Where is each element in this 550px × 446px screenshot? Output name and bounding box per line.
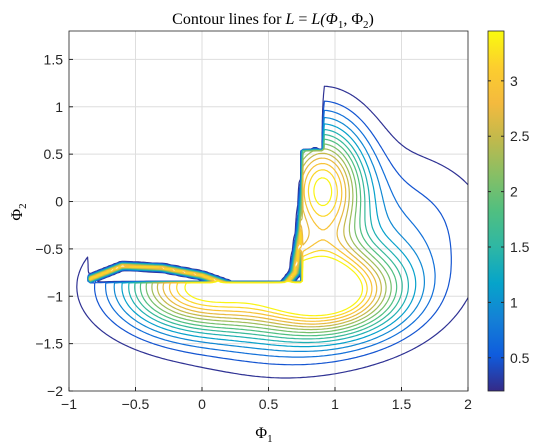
x-tick-label: 1.5 [392,396,412,412]
contour-level-14 [184,177,364,317]
y-tick-label: −1 [47,288,63,304]
colorbar-gradient [487,30,505,392]
y-axis-label: Φ2 [9,203,29,220]
x-tick-label: 0.5 [259,396,279,412]
x-axis-ticks: −1 −0.5 0 0.5 1 1.5 2 [61,387,472,412]
contour-level-11 [89,157,378,325]
title-prefix: Contour lines for [172,11,285,28]
title-lhs: L [284,11,294,28]
colorbar: 0.5 1 1.5 2 2.5 3 [487,30,530,392]
title-sub2: 2 [363,19,369,31]
y-tick-label: 1 [55,99,63,115]
colorbar-ticks: 0.5 1 1.5 2 2.5 3 [488,73,530,366]
x-axis-label: Φ1 [255,425,272,445]
y-tick-label: −1.5 [35,336,63,352]
y-tick-label: 1.5 [44,51,64,67]
contour-level-5 [87,128,409,344]
y-tick-label: 0.5 [44,146,64,162]
x-tick-label: −0.5 [122,396,150,412]
title-eq: = [294,11,311,28]
y-label-sub: 2 [17,203,29,209]
title-rhs: L(Φ [310,11,337,28]
colorbar-tick-label: 0.5 [510,350,530,366]
contour-level-12 [89,162,373,322]
x-tick-label: 1 [331,396,339,412]
x-tick-label: −1 [61,396,77,412]
contour-lines [76,85,468,379]
colorbar-tick-label: 3 [510,73,518,89]
svg-text:Contour lines for L = L(Φ1, Φ2: Contour lines for L = L(Φ1, Φ2) [172,11,374,31]
title-sub1: 1 [338,19,344,31]
x-label-text: Φ [255,425,267,442]
y-tick-label: 0 [55,194,63,210]
colorbar-tick-label: 2 [510,184,518,200]
colorbar-tick-label: 2.5 [510,128,530,144]
chart-title: Contour lines for L = L(Φ1, Φ2) [172,11,374,31]
contour-level-2 [87,109,436,358]
y-label-text: Φ [9,209,26,221]
svg-text:Φ1: Φ1 [255,425,272,445]
svg-text:Φ2: Φ2 [9,203,29,220]
colorbar-tick-label: 1.5 [510,239,530,255]
title-mid: , Φ [343,11,363,28]
title-close: ) [369,11,374,28]
x-tick-label: 0 [198,396,206,412]
y-axis-ticks: −2 −1.5 −1 −0.5 0 0.5 1 1.5 [35,51,73,399]
x-tick-label: 2 [464,396,472,412]
colorbar-tick-label: 1 [510,294,518,310]
y-tick-label: −2 [47,383,63,399]
x-label-sub: 1 [267,433,273,445]
y-tick-label: −0.5 [35,241,63,257]
